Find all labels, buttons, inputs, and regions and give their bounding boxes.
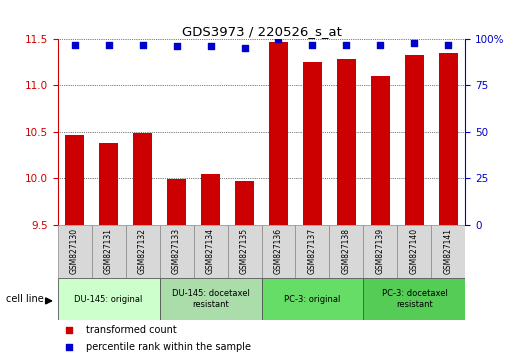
Point <box>138 42 146 47</box>
Text: DU-145: docetaxel
resistant: DU-145: docetaxel resistant <box>172 290 249 309</box>
Bar <box>160 278 262 320</box>
Text: GSM827133: GSM827133 <box>172 228 181 274</box>
Bar <box>235 181 254 225</box>
Bar <box>262 278 363 320</box>
Point <box>309 42 317 47</box>
Text: PC-3: original: PC-3: original <box>285 295 340 304</box>
Text: PC-3: docetaxel
resistant: PC-3: docetaxel resistant <box>382 290 447 309</box>
Point <box>64 344 73 349</box>
Bar <box>228 225 262 278</box>
Point <box>173 44 181 49</box>
Bar <box>397 225 431 278</box>
Text: GSM827136: GSM827136 <box>274 228 283 274</box>
Point <box>64 327 73 333</box>
Text: GSM827130: GSM827130 <box>70 228 79 274</box>
Point <box>105 42 113 47</box>
Bar <box>126 225 160 278</box>
Point <box>343 42 351 47</box>
Bar <box>363 278 465 320</box>
Bar <box>133 133 152 225</box>
Bar <box>269 42 288 225</box>
Bar <box>371 76 390 225</box>
Bar <box>201 174 220 225</box>
Bar <box>58 225 92 278</box>
Bar <box>99 143 118 225</box>
Bar <box>405 55 424 225</box>
Bar <box>92 225 126 278</box>
Bar <box>303 62 322 225</box>
Text: GSM827141: GSM827141 <box>444 228 453 274</box>
Bar <box>329 225 363 278</box>
Text: percentile rank within the sample: percentile rank within the sample <box>86 342 252 352</box>
Bar <box>363 225 397 278</box>
Text: GSM827131: GSM827131 <box>104 228 113 274</box>
Bar <box>439 53 458 225</box>
Text: cell line: cell line <box>6 294 44 304</box>
Bar <box>431 225 465 278</box>
Point <box>445 42 453 47</box>
Bar <box>295 225 329 278</box>
Bar <box>194 225 228 278</box>
Bar <box>65 135 84 225</box>
Text: GSM827135: GSM827135 <box>240 228 249 274</box>
Bar <box>160 225 194 278</box>
Point <box>411 40 419 45</box>
Bar <box>262 225 295 278</box>
Text: GSM827137: GSM827137 <box>308 228 317 274</box>
Point <box>70 42 78 47</box>
Point <box>206 44 215 49</box>
Point <box>377 42 385 47</box>
Bar <box>337 59 356 225</box>
Text: GSM827134: GSM827134 <box>206 228 215 274</box>
Point <box>275 36 283 42</box>
Text: GSM827132: GSM827132 <box>138 228 147 274</box>
Text: GSM827138: GSM827138 <box>342 228 351 274</box>
Text: GSM827139: GSM827139 <box>376 228 385 274</box>
Text: DU-145: original: DU-145: original <box>74 295 143 304</box>
Text: GSM827140: GSM827140 <box>410 228 419 274</box>
Bar <box>167 179 186 225</box>
Text: transformed count: transformed count <box>86 325 177 335</box>
Point <box>241 45 249 51</box>
Bar <box>58 278 160 320</box>
Title: GDS3973 / 220526_s_at: GDS3973 / 220526_s_at <box>181 25 342 38</box>
